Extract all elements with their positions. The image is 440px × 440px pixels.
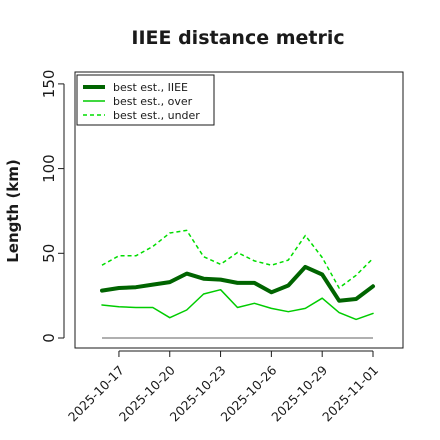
y-tick-label: 150	[40, 70, 58, 99]
y-axis-label: Length (km)	[4, 159, 22, 263]
y-tick-label: 100	[40, 154, 58, 183]
plot-frame	[74, 71, 404, 349]
series-layer	[100, 229, 375, 321]
series-line-under	[101, 229, 374, 289]
legend-label: best est., under	[113, 109, 200, 122]
series-line-iiee	[100, 264, 375, 303]
series-line-over	[101, 288, 374, 321]
y-tick-label: 50	[40, 244, 58, 263]
legend-box	[76, 74, 215, 126]
y-tick-label: 0	[40, 333, 58, 343]
chart-title: IIEE distance metric	[131, 27, 344, 49]
legend-label: best est., IIEE	[113, 81, 188, 94]
legend-label: best est., over	[113, 95, 193, 108]
